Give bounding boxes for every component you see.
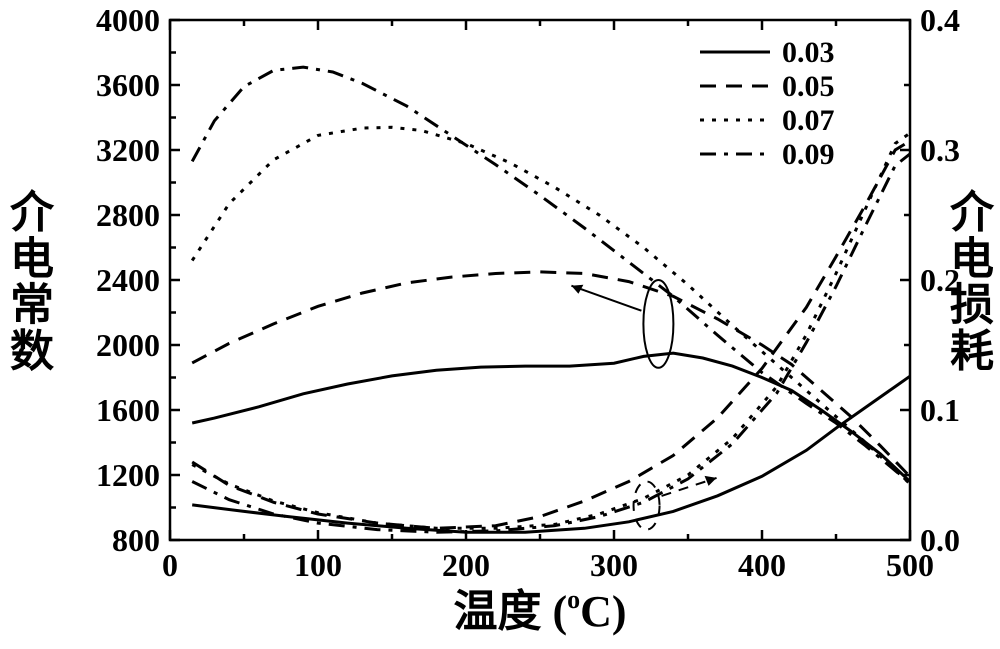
x-tick-label: 100 xyxy=(294,547,342,583)
yr-axis-label: 介 xyxy=(950,188,995,237)
yl-tick-label: 800 xyxy=(112,522,160,558)
yr-tick-label: 0.4 xyxy=(920,2,960,38)
yl-tick-label: 3200 xyxy=(96,132,160,168)
dual-axis-line-chart: 0100200300400500800120016002000240028003… xyxy=(0,0,1000,649)
yr-axis-label: 损 xyxy=(950,281,994,330)
series-0.05-permittivity xyxy=(192,272,910,477)
yr-axis-label: 耗 xyxy=(950,327,994,376)
arrowhead-right-icon xyxy=(705,476,717,486)
yr-tick-label: 0.0 xyxy=(920,522,960,558)
x-tick-label: 400 xyxy=(738,547,786,583)
yl-tick-label: 2400 xyxy=(96,262,160,298)
x-tick-label: 200 xyxy=(442,547,490,583)
legend-label: 0.09 xyxy=(782,138,835,171)
svg-text:温度 (oC): 温度 (oC) xyxy=(453,585,626,636)
yr-axis-label: 电 xyxy=(950,234,994,283)
yl-tick-label: 2800 xyxy=(96,197,160,233)
yl-tick-label: 4000 xyxy=(96,2,160,38)
yl-axis-label: 介 xyxy=(10,188,55,237)
yl-tick-label: 3600 xyxy=(96,67,160,103)
series-0.09-loss xyxy=(192,154,910,532)
series-0.07-loss xyxy=(192,133,910,528)
series-0.07-permittivity xyxy=(192,127,910,484)
series-0.05-loss xyxy=(192,141,910,528)
yl-axis-label: 常 xyxy=(10,281,54,330)
yl-tick-label: 1600 xyxy=(96,392,160,428)
annotation-ellipse-right xyxy=(634,482,660,530)
yr-tick-label: 0.1 xyxy=(920,392,960,428)
yl-axis-label: 电 xyxy=(10,234,54,283)
yl-tick-label: 1200 xyxy=(96,457,160,493)
annotation-arrow-left xyxy=(571,286,641,311)
legend-label: 0.05 xyxy=(782,70,835,103)
legend-label: 0.03 xyxy=(782,36,835,69)
yl-axis-label: 数 xyxy=(10,327,54,376)
x-axis-label: 温度 (oC) xyxy=(453,585,626,636)
x-tick-label: 300 xyxy=(590,547,638,583)
yr-tick-label: 0.3 xyxy=(920,132,960,168)
legend-label: 0.07 xyxy=(782,104,835,137)
x-tick-label: 0 xyxy=(162,547,178,583)
yl-tick-label: 2000 xyxy=(96,327,160,363)
